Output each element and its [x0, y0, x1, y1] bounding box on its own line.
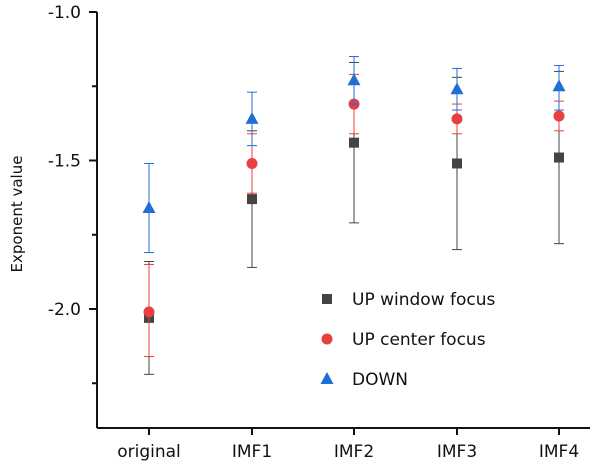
- data-point-triangle: [450, 82, 464, 95]
- x-ticks: original IMF1 IMF2 IMF3 IMF4: [117, 428, 579, 462]
- data-point-square: [247, 194, 257, 205]
- data-point-square: [349, 137, 359, 148]
- legend-label: DOWN: [352, 370, 408, 390]
- data-point-triangle: [552, 79, 566, 92]
- x-tick-label: IMF2: [334, 442, 374, 462]
- data-point-triangle: [347, 73, 361, 86]
- y-tick-label: -2.0: [48, 300, 81, 320]
- data-point-square: [554, 152, 564, 163]
- data-point-triangle: [142, 201, 156, 214]
- y-axis: -1.0 -1.5 -2.0: [48, 3, 98, 428]
- x-tick-label: IMF1: [232, 442, 272, 462]
- x-axis: original IMF1 IMF2 IMF3 IMF4: [97, 427, 590, 462]
- legend-marker-square: [322, 294, 332, 304]
- data-point-circle: [451, 113, 463, 125]
- series-triangle: [142, 56, 566, 254]
- data-point-square: [452, 158, 462, 169]
- legend-label: UP window focus: [352, 290, 496, 310]
- data-point-circle: [553, 110, 565, 122]
- plot-area: [142, 56, 566, 375]
- y-tick-label: -1.5: [48, 152, 81, 172]
- y-ticks: -1.0 -1.5 -2.0: [48, 3, 97, 385]
- legend: UP window focus UP center focus DOWN: [320, 290, 496, 390]
- data-point-circle: [143, 306, 155, 318]
- x-tick-label: IMF3: [437, 442, 477, 462]
- legend-marker-circle: [321, 333, 333, 345]
- x-tick-label: original: [117, 442, 181, 462]
- y-tick-label: -1.0: [48, 3, 81, 23]
- data-point-circle: [246, 157, 258, 169]
- data-point-triangle: [245, 111, 259, 124]
- y-axis-label: Exponent value: [8, 156, 26, 273]
- x-tick-label: IMF4: [539, 442, 579, 462]
- legend-marker-triangle: [320, 372, 334, 384]
- legend-label: UP center focus: [352, 330, 486, 350]
